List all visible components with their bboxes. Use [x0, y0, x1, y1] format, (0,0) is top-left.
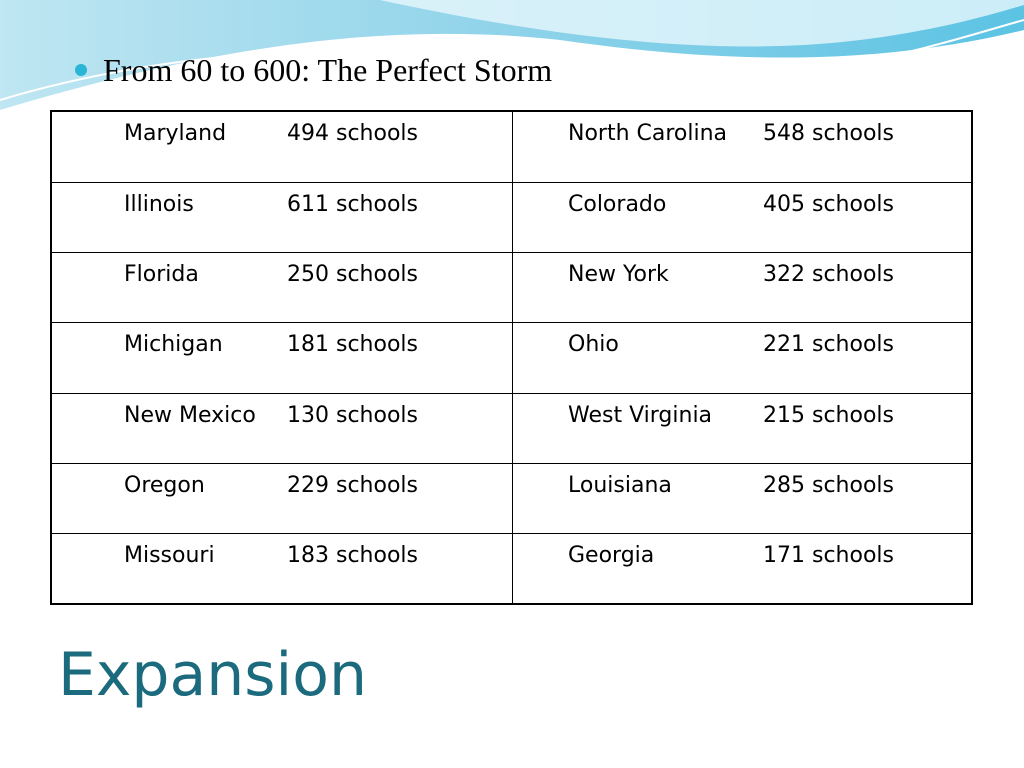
state-name: Oregon: [124, 472, 205, 498]
state-name: New Mexico: [124, 402, 256, 428]
slide-title: Expansion: [58, 640, 367, 710]
table-cell: West Virginia 215 schools: [512, 393, 974, 463]
bullet-text: From 60 to 600: The Perfect Storm: [103, 52, 553, 88]
table-row: Missouri 183 schools Georgia 171 schools: [52, 532, 974, 603]
wave-line: [0, 19, 1024, 101]
table-cell: Colorado 405 schools: [512, 183, 974, 253]
school-count: 548 schools: [763, 121, 894, 146]
table-row: Maryland 494 schools North Carolina 548 sch…: [52, 112, 974, 183]
state-name: Florida: [124, 262, 199, 288]
table-row: Florida 250 schools New York 322 schools: [52, 252, 974, 323]
table-cell: Ohio 221 schools: [512, 323, 974, 393]
table-cell: Oregon 229 schools: [52, 464, 512, 533]
school-count: 405 schools: [763, 192, 894, 218]
table-row: New Mexico 130 schools West Virginia 215 sc…: [52, 392, 974, 463]
school-count: 494 schools: [287, 121, 418, 146]
table-cell: Illinois 611 schools: [52, 183, 512, 252]
school-count: 215 schools: [763, 402, 894, 428]
table-cell: Missouri 183 schools: [52, 534, 512, 603]
state-name: Louisiana: [568, 472, 672, 498]
school-count: 611 schools: [287, 192, 418, 218]
state-name: Ohio: [568, 332, 619, 358]
school-count: 171 schools: [763, 542, 894, 568]
state-name: Michigan: [124, 332, 223, 358]
state-name: Maryland: [124, 121, 227, 146]
school-count: 250 schools: [287, 262, 418, 288]
state-name: North Carolina: [568, 121, 728, 146]
state-name: Illinois: [124, 192, 194, 218]
bullet-dot: [75, 64, 87, 76]
state-name: West Virginia: [568, 402, 713, 428]
table-cell: Michigan 181 schools: [52, 323, 512, 392]
table-row: Illinois 611 schools Colorado 405 schools: [52, 182, 974, 253]
state-name: Colorado: [568, 192, 667, 218]
school-count: 322 schools: [763, 262, 894, 288]
state-name: Georgia: [568, 542, 655, 568]
wave-highlight: [380, 0, 1024, 47]
state-name: Missouri: [124, 542, 215, 568]
school-count: 181 schools: [287, 332, 418, 358]
table-cell: North Carolina 548 schools: [512, 112, 974, 183]
table: Maryland 494 schools North Carolina 548 sch…: [50, 110, 973, 605]
table-cell: Maryland 494 schools: [52, 112, 512, 182]
school-count: 221 schools: [763, 332, 894, 358]
school-count: 285 schools: [763, 472, 894, 498]
table-row: Michigan 181 schools Ohio 221 schools: [52, 322, 974, 393]
school-count: 183 schools: [287, 542, 418, 568]
school-count: 130 schools: [287, 402, 418, 428]
state-name: New York: [568, 262, 669, 288]
wave-background: [0, 0, 1024, 110]
table-cell: New Mexico 130 schools: [52, 394, 512, 463]
school-count: 229 schools: [287, 472, 418, 498]
table-cell: Florida 250 schools: [52, 253, 512, 322]
table-cell: Louisiana 285 schools: [512, 463, 974, 533]
table-cell: New York 322 schools: [512, 253, 974, 323]
table-cell: Georgia 171 schools: [512, 533, 974, 603]
table-row: Oregon 229 schools Louisiana 285 schools: [52, 462, 974, 533]
